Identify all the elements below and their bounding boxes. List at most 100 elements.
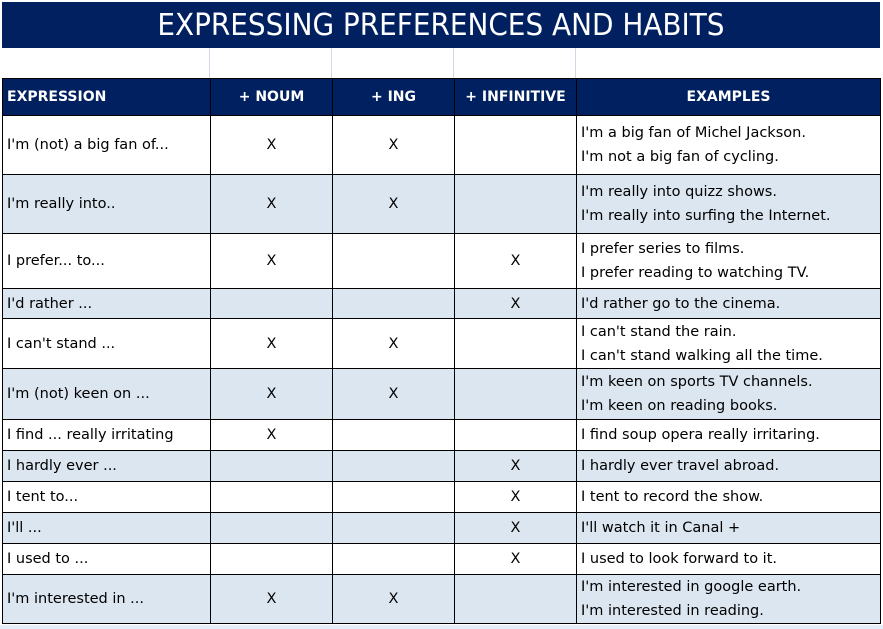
- expression-cell[interactable]: I used to ...: [2, 543, 211, 575]
- noun-mark-cell[interactable]: X: [210, 419, 333, 451]
- blank-spacer-row: [2, 48, 880, 78]
- example-sentence: I can't stand walking all the time.: [581, 347, 823, 364]
- expression-cell[interactable]: I'm really into..: [2, 174, 211, 234]
- noun-mark-cell[interactable]: [210, 543, 333, 575]
- table-row: I'm (not) a big fan of... X X I'm a big fan…: [2, 115, 881, 175]
- table-row: I'm (not) keen on ... X X I'm keen on sport…: [2, 368, 881, 420]
- table-row: I find ... really irritating X I find soup…: [2, 419, 881, 451]
- header-infinitive[interactable]: + INFINITIVE: [454, 78, 577, 116]
- examples-cell[interactable]: I'm interested in google earth. I'm inter…: [576, 574, 881, 624]
- ing-mark-cell[interactable]: [332, 512, 455, 544]
- infinitive-mark-cell[interactable]: [454, 174, 577, 234]
- blank-cell[interactable]: [332, 48, 454, 78]
- example-sentence: I'm interested in reading.: [581, 603, 764, 619]
- header-ing[interactable]: + ING: [332, 78, 455, 116]
- examples-cell[interactable]: I prefer series to films. I prefer readin…: [576, 233, 881, 289]
- expression-cell[interactable]: I tent to...: [2, 481, 211, 513]
- ing-mark-cell[interactable]: [332, 481, 455, 513]
- examples-cell[interactable]: I used to look forward to it.: [576, 543, 881, 575]
- example-sentence: I'm interested in google earth.: [581, 579, 802, 595]
- infinitive-mark-cell[interactable]: X: [454, 543, 577, 575]
- ing-mark-cell[interactable]: [332, 419, 455, 451]
- blank-cell[interactable]: [454, 48, 576, 78]
- example-sentence: I'm really into quizz shows.: [581, 184, 777, 200]
- noun-mark-cell[interactable]: [210, 512, 333, 544]
- examples-cell[interactable]: I'm really into quizz shows. I'm really i…: [576, 174, 881, 234]
- ing-mark-cell[interactable]: X: [332, 574, 455, 624]
- sheet-tab-strip: [0, 625, 883, 629]
- infinitive-mark-cell[interactable]: [454, 115, 577, 175]
- table-header-row: EXPRESSION + NOUM + ING + INFINITIVE EXA…: [2, 78, 881, 116]
- example-sentence: I prefer reading to watching TV.: [581, 265, 810, 281]
- ing-mark-cell[interactable]: [332, 543, 455, 575]
- ing-mark-cell[interactable]: X: [332, 115, 455, 175]
- example-sentence: I'm keen on reading books.: [581, 398, 778, 414]
- infinitive-mark-cell[interactable]: [454, 574, 577, 624]
- expression-cell[interactable]: I'm (not) keen on ...: [2, 368, 211, 420]
- example-sentence: I'd rather go to the cinema.: [581, 295, 781, 312]
- examples-cell[interactable]: I'm keen on sports TV channels. I'm keen …: [576, 368, 881, 420]
- noun-mark-cell[interactable]: X: [210, 574, 333, 624]
- examples-cell[interactable]: I'd rather go to the cinema.: [576, 288, 881, 319]
- example-sentence: I prefer series to films.: [581, 241, 745, 257]
- expression-cell[interactable]: I'm interested in ...: [2, 574, 211, 624]
- table-row: I can't stand ... X X I can't stand the rai…: [2, 318, 881, 369]
- page-title: EXPRESSING PREFERENCES AND HABITS: [157, 7, 725, 43]
- infinitive-mark-cell[interactable]: [454, 368, 577, 420]
- table-row: I prefer... to... X X I prefer series to fi…: [2, 233, 881, 289]
- examples-cell[interactable]: I'm a big fan of Michel Jackson. I'm not …: [576, 115, 881, 175]
- ing-mark-cell[interactable]: X: [332, 174, 455, 234]
- expression-cell[interactable]: I'd rather ...: [2, 288, 211, 319]
- table-body: I'm (not) a big fan of... X X I'm a big fan…: [2, 115, 881, 624]
- expression-cell[interactable]: I hardly ever ...: [2, 450, 211, 482]
- expression-cell[interactable]: I find ... really irritating: [2, 419, 211, 451]
- header-expression[interactable]: EXPRESSION: [2, 78, 211, 116]
- examples-cell[interactable]: I hardly ever travel abroad.: [576, 450, 881, 482]
- table-row: I used to ... X I used to look forward to …: [2, 543, 881, 575]
- expression-cell[interactable]: I'll ...: [2, 512, 211, 544]
- infinitive-mark-cell[interactable]: X: [454, 481, 577, 513]
- infinitive-mark-cell[interactable]: X: [454, 288, 577, 319]
- header-noun[interactable]: + NOUM: [210, 78, 333, 116]
- ing-mark-cell[interactable]: X: [332, 318, 455, 369]
- ing-mark-cell[interactable]: [332, 233, 455, 289]
- ing-mark-cell[interactable]: X: [332, 368, 455, 420]
- blank-cell[interactable]: [2, 48, 210, 78]
- ing-mark-cell[interactable]: [332, 288, 455, 319]
- infinitive-mark-cell[interactable]: X: [454, 233, 577, 289]
- noun-mark-cell[interactable]: X: [210, 318, 333, 369]
- examples-cell[interactable]: I tent to record the show.: [576, 481, 881, 513]
- example-sentence: I hardly ever travel abroad.: [581, 458, 780, 474]
- examples-cell[interactable]: I find soup opera really irritaring.: [576, 419, 881, 451]
- noun-mark-cell[interactable]: X: [210, 115, 333, 175]
- example-sentence: I used to look forward to it.: [581, 551, 777, 567]
- examples-cell[interactable]: I can't stand the rain. I can't stand wal…: [576, 318, 881, 369]
- example-sentence: I'm keen on sports TV channels.: [581, 374, 813, 390]
- infinitive-mark-cell[interactable]: X: [454, 450, 577, 482]
- infinitive-mark-cell[interactable]: X: [454, 512, 577, 544]
- ing-mark-cell[interactable]: [332, 450, 455, 482]
- noun-mark-cell[interactable]: [210, 450, 333, 482]
- example-sentence: I'll watch it in Canal +: [581, 520, 741, 536]
- examples-cell[interactable]: I'll watch it in Canal +: [576, 512, 881, 544]
- expression-cell[interactable]: I'm (not) a big fan of...: [2, 115, 211, 175]
- noun-mark-cell[interactable]: [210, 288, 333, 319]
- infinitive-mark-cell[interactable]: [454, 318, 577, 369]
- expression-cell[interactable]: I can't stand ...: [2, 318, 211, 369]
- noun-mark-cell[interactable]: X: [210, 233, 333, 289]
- table-row: I'm interested in ... X X I'm interested in…: [2, 574, 881, 624]
- expression-cell[interactable]: I prefer... to...: [2, 233, 211, 289]
- page-title-banner: EXPRESSING PREFERENCES AND HABITS: [2, 2, 880, 48]
- example-sentence: I'm a big fan of Michel Jackson.: [581, 125, 806, 141]
- blank-cell[interactable]: [576, 48, 880, 78]
- table-row: I'm really into.. X X I'm really into quizz…: [2, 174, 881, 234]
- blank-cell[interactable]: [210, 48, 332, 78]
- infinitive-mark-cell[interactable]: [454, 419, 577, 451]
- header-examples[interactable]: EXAMPLES: [576, 78, 881, 116]
- table-row: I hardly ever ... X I hardly ever travel a…: [2, 450, 881, 482]
- table-row: I'd rather ... X I'd rather go to the cine…: [2, 288, 881, 319]
- noun-mark-cell[interactable]: [210, 481, 333, 513]
- example-sentence: I tent to record the show.: [581, 489, 764, 505]
- noun-mark-cell[interactable]: X: [210, 174, 333, 234]
- noun-mark-cell[interactable]: X: [210, 368, 333, 420]
